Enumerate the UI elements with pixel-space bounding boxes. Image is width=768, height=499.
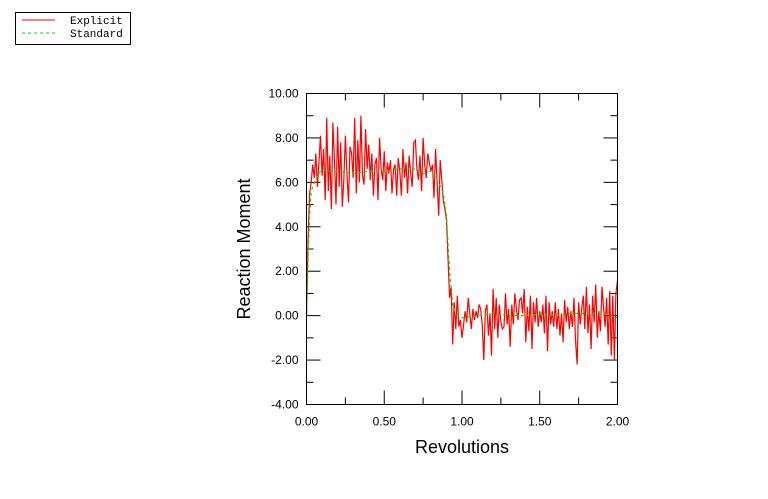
y-tick-label: 6.00 [275,175,299,189]
series-line-explicit [305,115,619,365]
x-tick-label: 2.00 [606,415,630,429]
y-tick-label: -2.00 [271,353,299,367]
y-tick-label: 0.00 [275,309,299,323]
y-tick-label: 8.00 [275,131,299,145]
x-tick-label: 0.50 [373,415,397,429]
x-tick-label: 1.00 [450,415,474,429]
plot-frame [306,93,618,405]
x-tick-label: 1.50 [528,415,552,429]
y-tick-label: 4.00 [275,220,299,234]
legend-label-explicit: Explicit [70,16,123,28]
y-tick-label: -4.00 [271,398,299,412]
legend: Explicit Standard [15,12,131,45]
x-tick-label: 0.00 [295,415,319,429]
x-axis-label: Revolutions [415,437,509,457]
legend-box [15,12,131,45]
y-tick-label: 2.00 [275,264,299,278]
y-tick-label: 10.00 [268,87,298,101]
series-line-standard [305,168,618,319]
y-axis-label: Reaction Moment [234,178,254,319]
legend-label-standard: Standard [70,29,123,41]
